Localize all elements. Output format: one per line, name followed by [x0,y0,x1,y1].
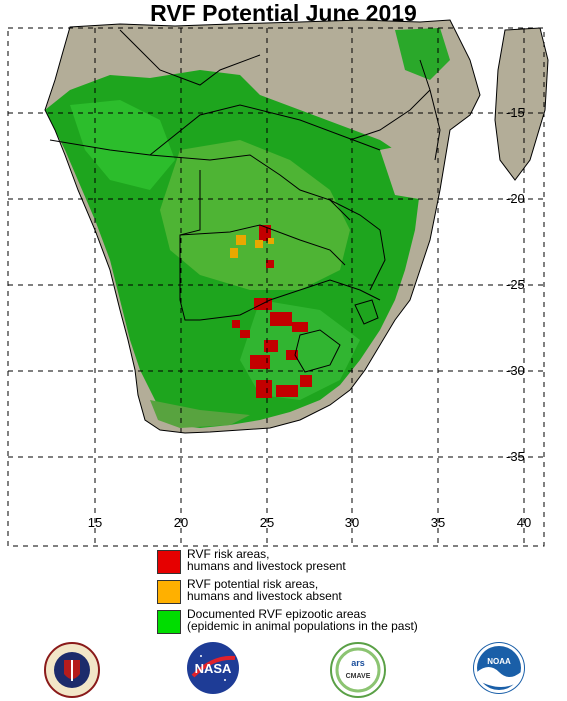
nasa-logo-text: NASA [195,661,232,676]
legend-text-epizootic: Documented RVF epizootic areas (epidemic… [187,608,507,632]
madagascar [495,28,548,180]
lon-label-25: 25 [259,515,275,530]
legend-swatch-red [157,550,181,574]
map-area: -15 -20 -25 -30 -35 15 20 25 30 35 40 [7,19,549,547]
lon-label-20: 20 [173,515,189,530]
legend-potential-line1: RVF potential risk areas, [187,577,319,591]
lat-label-15: -15 [506,105,525,120]
rvf-potential-risk-areas [230,235,274,258]
lon-label-30: 30 [344,515,360,530]
agency-logos: NASA ars CMAVE NOAA [0,640,567,699]
legend-epizootic-line2: (epidemic in animal populations in the p… [187,619,418,633]
legend-epizootic-line1: Documented RVF epizootic areas [187,607,367,621]
lat-label-35: -35 [506,449,525,464]
nasa-meatball-icon: NASA [187,642,239,694]
lat-label-20: -20 [506,191,525,206]
legend-potential-line2: humans and livestock absent [187,589,342,603]
legend-swatch-green [157,610,181,634]
legend-text-potential: RVF potential risk areas, humans and liv… [187,578,507,602]
legend-swatch-orange [157,580,181,604]
lat-label-25: -25 [506,277,525,292]
legend-risk-line1: RVF risk areas, [187,547,270,561]
svg-text:ars: ars [351,658,365,668]
noaa-logo-text: NOAA [487,657,511,666]
africa-map [7,19,549,547]
legend-text-risk: RVF risk areas, humans and livestock pre… [187,548,507,572]
usda-ars-logo-icon: ars CMAVE [330,642,386,698]
lon-label-40: 40 [516,515,532,530]
lon-label-35: 35 [430,515,446,530]
lon-label-15: 15 [87,515,103,530]
noaa-logo-icon: NOAA [473,642,525,694]
map-grid [7,27,545,547]
lat-label-30: -30 [506,363,525,378]
dha-seal-icon [44,642,100,698]
cmave-logo-text: CMAVE [346,673,371,680]
legend-risk-line2: humans and livestock present [187,559,346,573]
